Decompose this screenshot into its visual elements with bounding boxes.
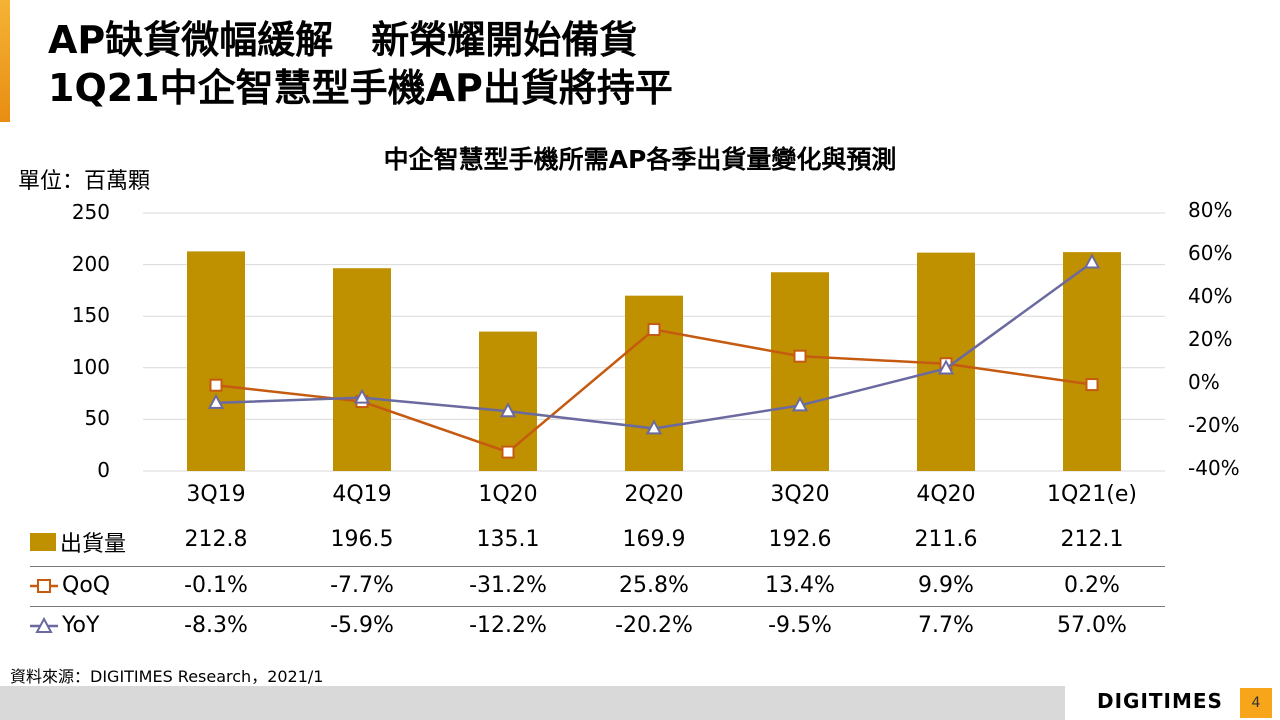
y2-tick-label: -40% (1188, 456, 1240, 480)
y-tick-label: 150 (71, 303, 110, 328)
bar (771, 272, 829, 471)
data-label-yoy: 7.7% (918, 613, 974, 638)
data-label-shipment: 135.1 (476, 527, 540, 552)
yoy-point (1083, 253, 1101, 269)
data-label-qoq: -0.1% (184, 573, 248, 598)
line-triangle-marker-icon (30, 616, 58, 633)
qoq-point (209, 378, 223, 392)
qoq-point (647, 323, 661, 337)
yoy-point (937, 359, 955, 375)
qoq-point (501, 445, 515, 459)
data-label-qoq: -31.2% (469, 573, 547, 598)
chart-title: 中企智慧型手機所需AP各季出貨量變化與預測 (383, 145, 897, 174)
legend-yoy-label: YoY (62, 613, 100, 638)
data-label-shipment: 196.5 (330, 527, 394, 552)
unit-label: 單位：百萬顆 (18, 169, 151, 194)
slide-title-line-2: 1Q21中企智慧型手機AP出貨將持平 (48, 66, 673, 110)
y-tick-label: 200 (71, 251, 110, 276)
table-divider (30, 606, 1165, 607)
yoy-point (353, 388, 371, 404)
legend-yoy: YoY (30, 613, 99, 638)
data-label-shipment: 192.6 (768, 527, 832, 552)
legend-shipment-label: 出貨量 (60, 532, 127, 557)
yoy-point (645, 419, 663, 435)
legend-qoq-label: QoQ (62, 573, 111, 598)
y-tick-label: 50 (84, 406, 110, 431)
digitimes-logo: DIGITIMES (1097, 689, 1223, 713)
legend-shipment: 出貨量 (30, 526, 126, 558)
y2-tick-label: 0% (1188, 370, 1220, 394)
x-tick-label: 4Q20 (916, 482, 976, 507)
source-note: 資料來源：DIGITIMES Research，2021/1 (10, 667, 324, 686)
data-label-qoq: 0.2% (1064, 573, 1120, 598)
y2-tick-label: 80% (1188, 198, 1233, 222)
data-label-yoy: -9.5% (768, 613, 832, 638)
bar (187, 251, 245, 471)
x-tick-label: 1Q20 (478, 482, 538, 507)
y2-tick-label: 40% (1188, 284, 1233, 308)
yoy-point (499, 402, 517, 418)
data-label-yoy: -5.9% (330, 613, 394, 638)
data-label-shipment: 212.1 (1060, 527, 1124, 552)
y2-tick-label: 20% (1188, 327, 1233, 351)
y2-tick-label: 60% (1188, 241, 1233, 265)
title-accent-bar (0, 0, 10, 122)
yoy-point (207, 393, 225, 409)
qoq-point (1085, 378, 1099, 392)
bar (333, 268, 391, 471)
data-label-qoq: 9.9% (918, 573, 974, 598)
data-label-yoy: -20.2% (615, 613, 693, 638)
page-number: 4 (1240, 688, 1272, 718)
data-label-qoq: 13.4% (765, 573, 835, 598)
x-tick-label: 3Q19 (186, 482, 246, 507)
bar (1063, 252, 1121, 471)
data-label-shipment: 212.8 (184, 527, 248, 552)
x-tick-label: 4Q19 (332, 482, 392, 507)
data-label-yoy: 57.0% (1057, 613, 1127, 638)
x-tick-label: 2Q20 (624, 482, 684, 507)
y-tick-label: 250 (71, 200, 110, 224)
legend-qoq: QoQ (30, 573, 110, 598)
x-tick-label: 1Q21(e) (1046, 482, 1137, 507)
data-label-yoy: -12.2% (469, 613, 547, 638)
bar (625, 295, 683, 471)
yoy-point (791, 396, 809, 412)
bar-swatch-icon (30, 533, 56, 551)
y-tick-label: 0 (97, 458, 110, 482)
slide-title-line-1: AP缺貨微幅緩解 新榮耀開始備貨 (48, 18, 638, 62)
footer-strip (0, 686, 1065, 720)
data-label-shipment: 211.6 (914, 527, 978, 552)
line-square-marker-icon (30, 578, 58, 593)
data-label-qoq: -7.7% (330, 573, 394, 598)
y-tick-label: 100 (71, 354, 110, 379)
qoq-point (793, 349, 807, 363)
data-label-qoq: 25.8% (619, 573, 689, 598)
table-divider (30, 566, 1165, 567)
data-label-shipment: 169.9 (622, 527, 686, 552)
data-label-yoy: -8.3% (184, 613, 248, 638)
x-tick-label: 3Q20 (770, 482, 830, 507)
y2-tick-label: -20% (1188, 413, 1240, 437)
